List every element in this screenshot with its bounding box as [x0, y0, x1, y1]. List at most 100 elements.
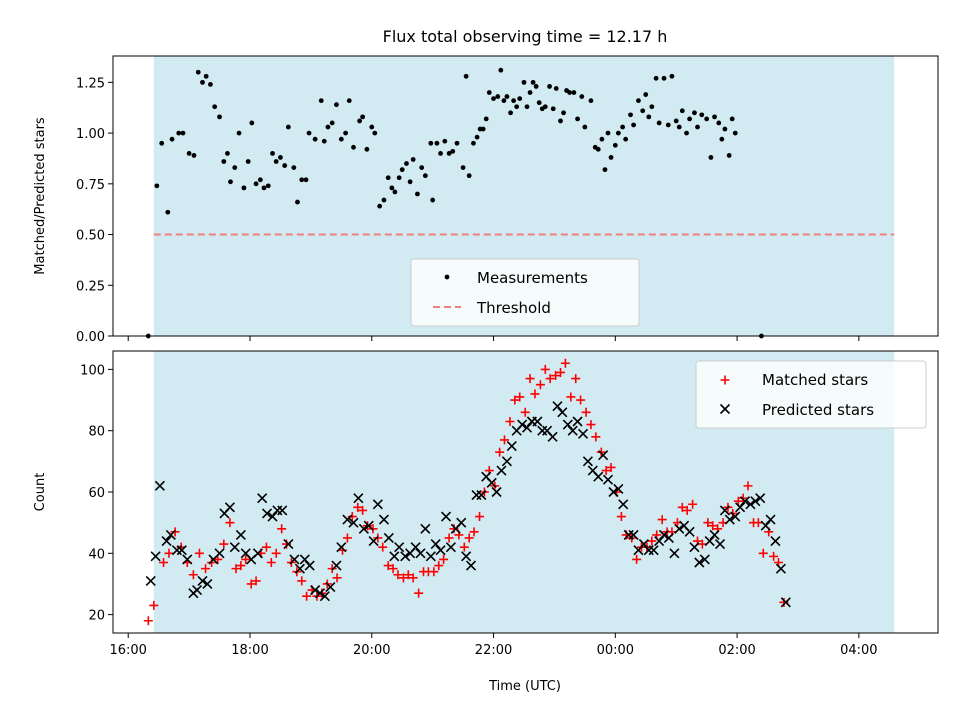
- predicted-star-marker: [613, 483, 624, 495]
- predicted-star-marker: [425, 551, 436, 562]
- predicted-star-marker: [628, 529, 639, 540]
- measurement-point: [553, 86, 559, 91]
- predicted-star-marker: [719, 505, 730, 516]
- matched-star-marker: [347, 512, 357, 522]
- predicted-star-marker: [689, 542, 700, 553]
- matched-star-marker: [551, 371, 561, 381]
- measurement-point: [343, 130, 348, 136]
- matched-star-marker: [556, 367, 566, 377]
- matched-star-marker: [708, 521, 718, 531]
- matched-star-marker: [225, 518, 235, 528]
- top-panel: 0.00 0.25 0.50 0.75 1.00 1.25 Matched/Predict…: [33, 55, 939, 345]
- matched-star-marker: [606, 462, 616, 472]
- measurement-point: [517, 96, 523, 102]
- predicted-star-marker: [663, 532, 674, 544]
- predicted-star-marker: [765, 514, 776, 525]
- measurement-point: [602, 167, 608, 173]
- matched-star-marker: [581, 407, 591, 417]
- matched-star-marker: [388, 564, 398, 574]
- measurement-point: [498, 67, 504, 73]
- measurement-point: [615, 130, 621, 136]
- measurement-point: [542, 104, 548, 110]
- predicted-star-marker: [304, 560, 315, 571]
- matched-star-marker: [566, 392, 576, 402]
- measurement-point: [595, 146, 601, 152]
- predicted-star-marker: [674, 523, 685, 534]
- matched-star-marker: [779, 597, 789, 607]
- matched-star-marker: [414, 588, 424, 598]
- measurement-point: [726, 153, 732, 158]
- x-tick-label: 04:00: [840, 643, 877, 658]
- predicted-star-marker: [465, 560, 477, 571]
- predicted-star-marker: [202, 578, 213, 590]
- measurement-point: [530, 79, 536, 85]
- matched-star-marker: [596, 447, 606, 457]
- bottom-panel: 16:00 18:00 20:00 22:00 00:00 02:00 04:00 20 40 6…: [33, 350, 939, 658]
- predicted-star-marker: [709, 529, 720, 540]
- measurement-point: [620, 124, 626, 130]
- predicted-star-marker: [161, 535, 172, 547]
- measurement-point: [325, 124, 331, 130]
- measurement-point: [389, 185, 395, 191]
- measurement-point: [514, 104, 520, 110]
- predicted-star-marker: [325, 581, 336, 593]
- measurement-point: [312, 136, 318, 142]
- predicted-star-marker: [694, 557, 705, 568]
- predicted-star-marker: [577, 428, 589, 439]
- measurement-point: [533, 84, 539, 89]
- measurement-point: [404, 161, 409, 166]
- matched-star-marker: [266, 558, 276, 567]
- measurement-point: [228, 179, 233, 185]
- predicted-star-marker: [704, 535, 715, 547]
- measurement-point: [381, 197, 387, 203]
- x-tick-label: 18:00: [231, 643, 268, 658]
- predicted-star-marker: [456, 517, 467, 528]
- predicted-star-marker: [289, 554, 300, 565]
- measurement-point: [303, 177, 309, 183]
- measurement-point: [212, 104, 218, 110]
- measurement-point: [704, 116, 710, 122]
- measurement-point: [567, 90, 573, 95]
- matched-star-marker: [475, 512, 485, 522]
- predicted-star-marker: [378, 514, 390, 525]
- matched-star-marker: [758, 548, 768, 558]
- measurement-point: [695, 124, 700, 130]
- predicted-star-marker: [750, 496, 761, 507]
- measurement-point: [278, 155, 283, 160]
- measurement-point: [501, 98, 507, 104]
- predicted-star-marker: [739, 496, 751, 507]
- matched-star-marker: [219, 539, 229, 549]
- measurement-point: [521, 79, 527, 85]
- matched-star-marker: [525, 374, 535, 384]
- measurement-point: [399, 167, 405, 173]
- measurement-point: [687, 116, 692, 122]
- predicted-star-marker: [150, 551, 161, 562]
- predicted-star-marker: [724, 514, 735, 525]
- matched-star-marker: [207, 558, 217, 567]
- measurement-point: [486, 90, 492, 95]
- measurement-point: [159, 140, 165, 146]
- measurement-point: [679, 108, 685, 114]
- legend-box: [695, 360, 927, 429]
- matched-star-marker: [591, 432, 601, 442]
- measurement-point: [186, 150, 192, 156]
- measurement-point: [575, 116, 580, 122]
- matched-star-marker: [743, 481, 753, 491]
- matched-star-marker: [251, 576, 261, 586]
- predicted-star-marker: [283, 539, 294, 550]
- measurement-point: [364, 146, 370, 152]
- matched-star-marker: [277, 524, 287, 534]
- predicted-star-marker: [299, 554, 310, 565]
- predicted-star-marker: [602, 474, 614, 485]
- matched-star-marker: [368, 524, 378, 534]
- measurement-point: [360, 114, 366, 120]
- measurement-point: [631, 122, 636, 128]
- measurement-point: [221, 159, 227, 164]
- predicted-star-marker: [165, 529, 176, 540]
- predicted-star-marker: [445, 542, 456, 553]
- predicted-star-marker: [557, 407, 568, 418]
- predicted-star-marker: [476, 489, 487, 501]
- bottom-legend: Matched stars Predicted stars: [695, 360, 927, 429]
- measurement-point: [463, 73, 469, 79]
- legend-matched-swatch: [720, 375, 730, 385]
